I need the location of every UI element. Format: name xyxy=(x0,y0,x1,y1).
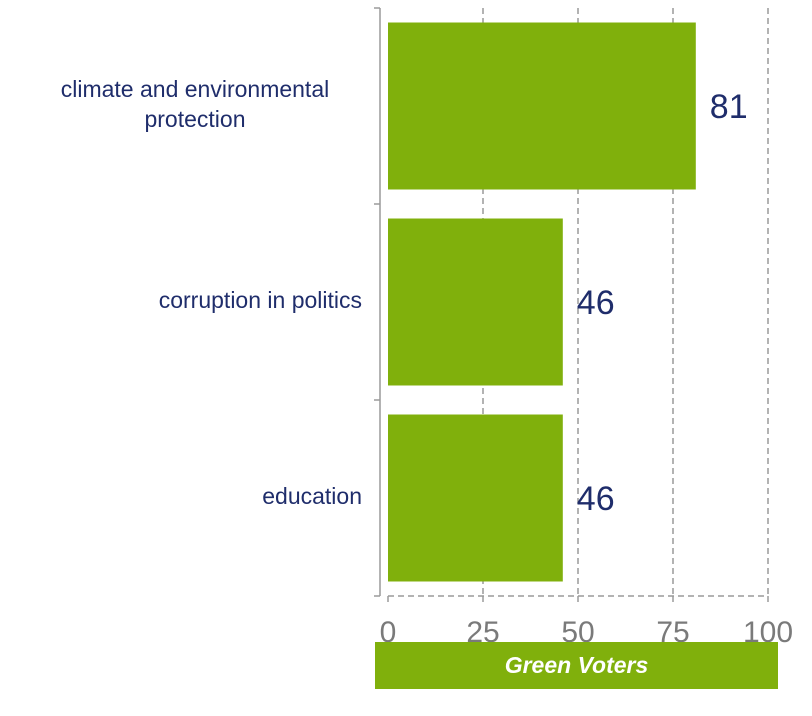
axis-layer xyxy=(374,7,769,602)
category-label: education xyxy=(262,483,362,509)
legend-box: Green Voters xyxy=(375,642,778,689)
bars-layer xyxy=(388,22,696,582)
category-label: climate and environmental protection xyxy=(61,76,329,132)
category-label: corruption in politics xyxy=(159,287,362,313)
x-tick-label: 0 xyxy=(380,616,397,649)
bar-0 xyxy=(388,22,696,190)
value-label: 46 xyxy=(577,480,615,518)
value-label: 46 xyxy=(577,284,615,322)
value-label: 81 xyxy=(710,88,748,126)
bar-1 xyxy=(388,218,563,386)
bar-2 xyxy=(388,414,563,582)
legend-label: Green Voters xyxy=(504,652,649,678)
